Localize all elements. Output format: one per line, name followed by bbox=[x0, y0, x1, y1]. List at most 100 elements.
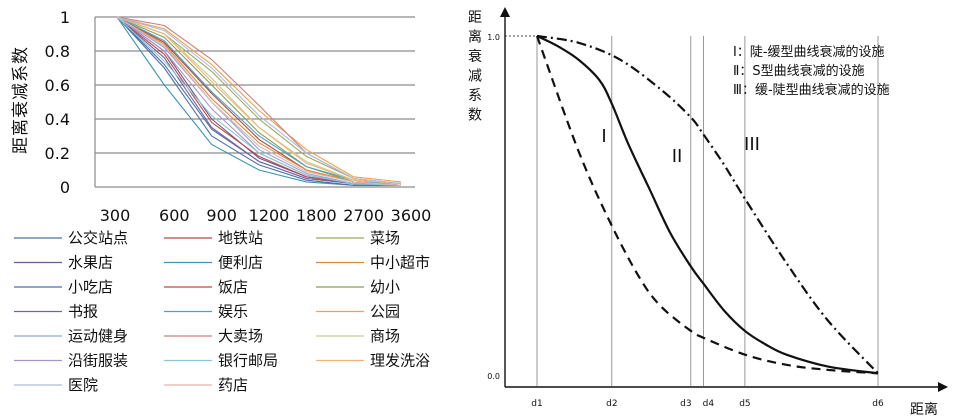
left-legend-label: 菜场 bbox=[370, 229, 400, 247]
left-y-tick-label: 0.4 bbox=[45, 110, 70, 129]
left-legend-entry: 便利店 bbox=[164, 254, 263, 272]
right-curve-label: II bbox=[672, 146, 683, 167]
right-legend: Ⅰ：陡-缓型曲线衰减的设施 Ⅱ：S型曲线衰减的设施 Ⅲ：缓-陡型曲线衰减的设施 bbox=[733, 44, 890, 98]
right-y-axis-arrow bbox=[500, 7, 510, 17]
right-y-axis-label-char: 数 bbox=[468, 108, 482, 124]
right-y-axis-label-char: 离 bbox=[468, 29, 482, 46]
left-legend-entry: 大卖场 bbox=[164, 327, 263, 345]
left-y-tick-label: 0.2 bbox=[45, 144, 70, 163]
left-series-line-9 bbox=[116, 16, 402, 186]
left-legend-entry: 小吃店 bbox=[14, 278, 113, 296]
left-legend-label: 公园 bbox=[370, 303, 400, 321]
left-legend-entry: 沿街服装 bbox=[14, 352, 128, 370]
left-series-line-2 bbox=[116, 16, 402, 186]
right-legend-entry: Ⅱ：S型曲线衰减的设施 bbox=[733, 63, 865, 79]
right-legend-entry: Ⅲ：缓-陡型曲线衰减的设施 bbox=[733, 82, 890, 98]
left-legend-entry: 公交站点 bbox=[14, 229, 128, 247]
left-legend-entry: 菜场 bbox=[316, 229, 400, 247]
left-series-line-8 bbox=[116, 16, 402, 186]
left-series-line-17 bbox=[116, 16, 402, 186]
right-curve-2 bbox=[536, 35, 879, 375]
left-legend-entry: 中小超市 bbox=[316, 254, 430, 272]
right-tick-labels: 1.0 0.0 d1 d2 d3 d4 d5 d6 bbox=[487, 33, 884, 409]
left-legend-label: 中小超市 bbox=[370, 254, 430, 272]
left-x-tick-label: 3600 bbox=[391, 206, 432, 225]
left-legend-entry: 饭店 bbox=[164, 278, 248, 296]
left-series-line-16 bbox=[116, 16, 402, 186]
left-series-line-13 bbox=[116, 16, 402, 186]
left-legend-entry: 理发洗浴 bbox=[316, 352, 430, 370]
left-legend-label: 大卖场 bbox=[218, 327, 263, 345]
left-legend-entry: 银行邮局 bbox=[164, 352, 278, 370]
left-x-tick-label: 600 bbox=[159, 206, 190, 225]
right-curve-3 bbox=[536, 34, 879, 375]
facility-decay-line-chart: 0 0.2 0.4 0.6 0.8 1 300 600 900 1200 1800 2700 3600… bbox=[11, 8, 431, 394]
right-legend-entry: Ⅰ：陡-缓型曲线衰减的设施 bbox=[733, 44, 885, 60]
right-y-axis-label-char: 减 bbox=[468, 69, 482, 85]
left-legend-label: 银行邮局 bbox=[218, 352, 278, 370]
left-series-line-19 bbox=[116, 16, 402, 185]
left-series-line-11 bbox=[116, 16, 402, 186]
right-y-tick-label: 0.0 bbox=[487, 372, 500, 381]
left-legend-entry: 书报 bbox=[14, 303, 98, 321]
left-legend-label: 理发洗浴 bbox=[370, 352, 430, 370]
left-series-line-7 bbox=[116, 16, 401, 186]
left-y-tick-label: 0.6 bbox=[45, 76, 70, 95]
right-y-axis-label-char: 衰 bbox=[468, 48, 482, 65]
left-legend-label: 公交站点 bbox=[68, 229, 128, 247]
left-legend-entry: 地铁站 bbox=[164, 229, 263, 247]
left-legend-label: 书报 bbox=[68, 303, 98, 321]
left-legend-entry: 医院 bbox=[14, 376, 98, 394]
left-legend-label: 地铁站 bbox=[218, 229, 263, 247]
left-legend-label: 小吃店 bbox=[68, 278, 113, 296]
right-x-axis-arrow bbox=[938, 382, 948, 392]
left-series-line-6 bbox=[116, 16, 402, 186]
right-curves bbox=[535, 34, 879, 375]
left-legend-label: 沿街服装 bbox=[68, 352, 128, 370]
right-y-axis-label: 距离衰减系数 bbox=[468, 10, 482, 124]
left-series-line-4 bbox=[116, 16, 402, 186]
right-curve-label: III bbox=[744, 134, 760, 155]
left-legend-label: 药店 bbox=[218, 376, 248, 394]
right-x-marker-label: d6 bbox=[872, 399, 884, 409]
left-series-line-20 bbox=[116, 16, 402, 186]
right-x-marker-label: d5 bbox=[739, 399, 750, 409]
left-legend-entry: 娱乐 bbox=[164, 303, 248, 321]
left-x-tick-label: 900 bbox=[206, 206, 237, 225]
left-x-tick-label: 1800 bbox=[296, 206, 337, 225]
left-series-line-10 bbox=[116, 16, 402, 186]
left-series-line-1 bbox=[116, 16, 402, 186]
left-legend-entry: 商场 bbox=[316, 327, 400, 345]
left-legend-label: 娱乐 bbox=[218, 303, 248, 321]
left-legend-entry: 药店 bbox=[164, 376, 248, 394]
left-legend-entry: 水果店 bbox=[14, 254, 113, 272]
left-y-axis-label: 距离衰减系数 bbox=[11, 46, 31, 154]
right-x-marker-label: d3 bbox=[680, 399, 691, 409]
left-legend-label: 饭店 bbox=[218, 278, 248, 296]
left-x-tick-labels: 300 600 900 1200 1800 2700 3600 bbox=[100, 206, 432, 225]
left-y-tick-label: 0.8 bbox=[45, 42, 70, 61]
right-guide-lines bbox=[536, 36, 879, 387]
left-legend-label: 便利店 bbox=[218, 254, 263, 272]
right-x-axis-label: 距离 bbox=[910, 401, 938, 418]
left-legend-entry: 公园 bbox=[316, 303, 400, 321]
left-series-lines bbox=[116, 16, 402, 186]
right-x-marker-label: d2 bbox=[606, 399, 617, 409]
left-y-tick-label: 1 bbox=[60, 8, 70, 27]
right-y-tick-label: 1.0 bbox=[487, 33, 500, 42]
left-series-line-12 bbox=[116, 16, 402, 183]
right-x-marker-label: d1 bbox=[531, 399, 542, 409]
right-x-marker-label: d4 bbox=[703, 399, 715, 409]
right-axes bbox=[500, 7, 948, 392]
left-series-line-18 bbox=[116, 16, 402, 185]
left-y-tick-label: 0 bbox=[60, 178, 70, 197]
left-legend-label: 商场 bbox=[370, 327, 400, 345]
left-legend-entry: 幼小 bbox=[316, 278, 400, 296]
left-x-tick-label: 1200 bbox=[249, 206, 290, 225]
left-legend-label: 运动健身 bbox=[68, 327, 128, 345]
right-y-axis-label-char: 系 bbox=[468, 88, 482, 104]
